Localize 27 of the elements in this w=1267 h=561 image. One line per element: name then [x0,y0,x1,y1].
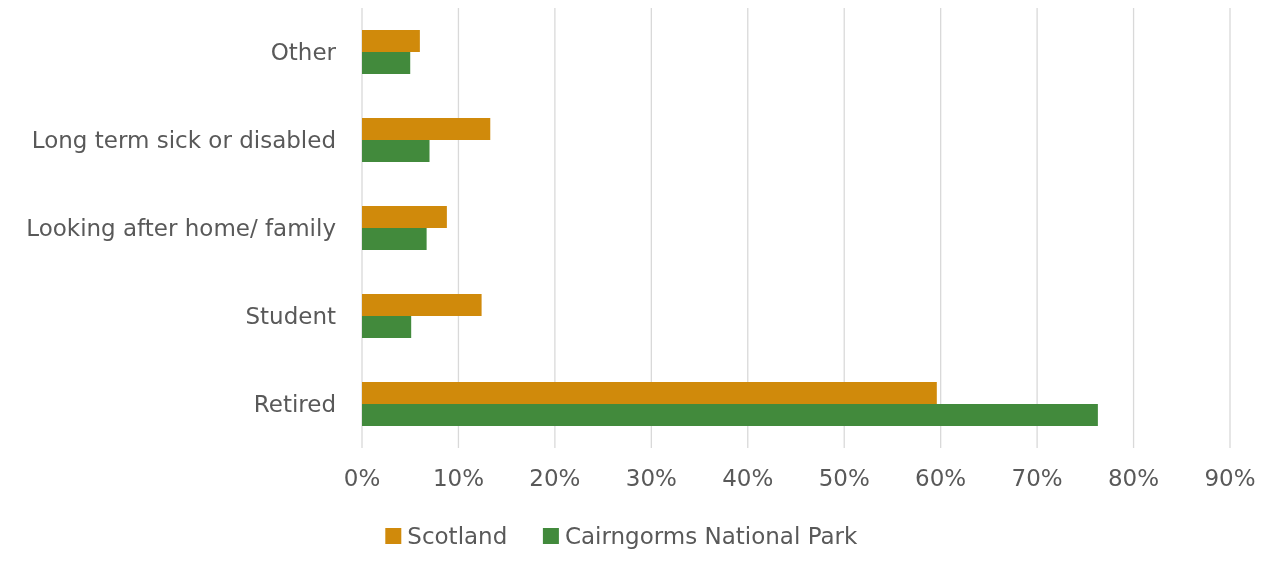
bar [362,52,411,74]
x-tick-label: 20% [529,465,581,491]
y-tick-label: Retired [253,391,336,418]
x-tick-label: 50% [818,465,870,491]
y-tick-label: Student [245,303,336,330]
x-tick-label: 70% [1011,465,1063,491]
bar [362,228,427,250]
x-tick-label: 80% [1107,465,1160,491]
bar [362,404,1098,426]
x-tick-label: 90% [1204,465,1256,491]
bar [362,140,430,162]
y-tick-label: Long term sick or disabled [31,127,336,154]
bar [362,206,447,228]
bar [362,316,412,338]
x-tick-label: 10% [432,465,485,491]
bar [362,382,937,404]
y-tick-label: Looking after home/ family [26,215,336,242]
bar [362,118,491,140]
x-tick-label: 0% [343,465,381,491]
x-tick-label: 60% [915,465,967,491]
bar [362,30,420,52]
bar [362,294,482,316]
legend-label: Cairngorms National Park [564,523,859,549]
y-tick-label: Other [270,39,337,66]
x-tick-label: 30% [625,465,677,491]
x-tick-label: 40% [722,465,774,491]
legend-label: Scotland [407,523,508,549]
